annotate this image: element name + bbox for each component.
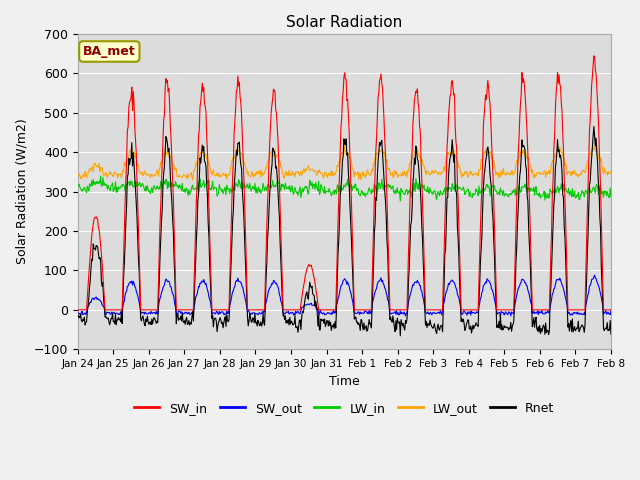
X-axis label: Time: Time	[329, 374, 360, 387]
Title: Solar Radiation: Solar Radiation	[286, 15, 403, 30]
Legend: SW_in, SW_out, LW_in, LW_out, Rnet: SW_in, SW_out, LW_in, LW_out, Rnet	[129, 396, 559, 420]
Text: BA_met: BA_met	[83, 45, 136, 58]
Y-axis label: Solar Radiation (W/m2): Solar Radiation (W/m2)	[15, 119, 28, 264]
